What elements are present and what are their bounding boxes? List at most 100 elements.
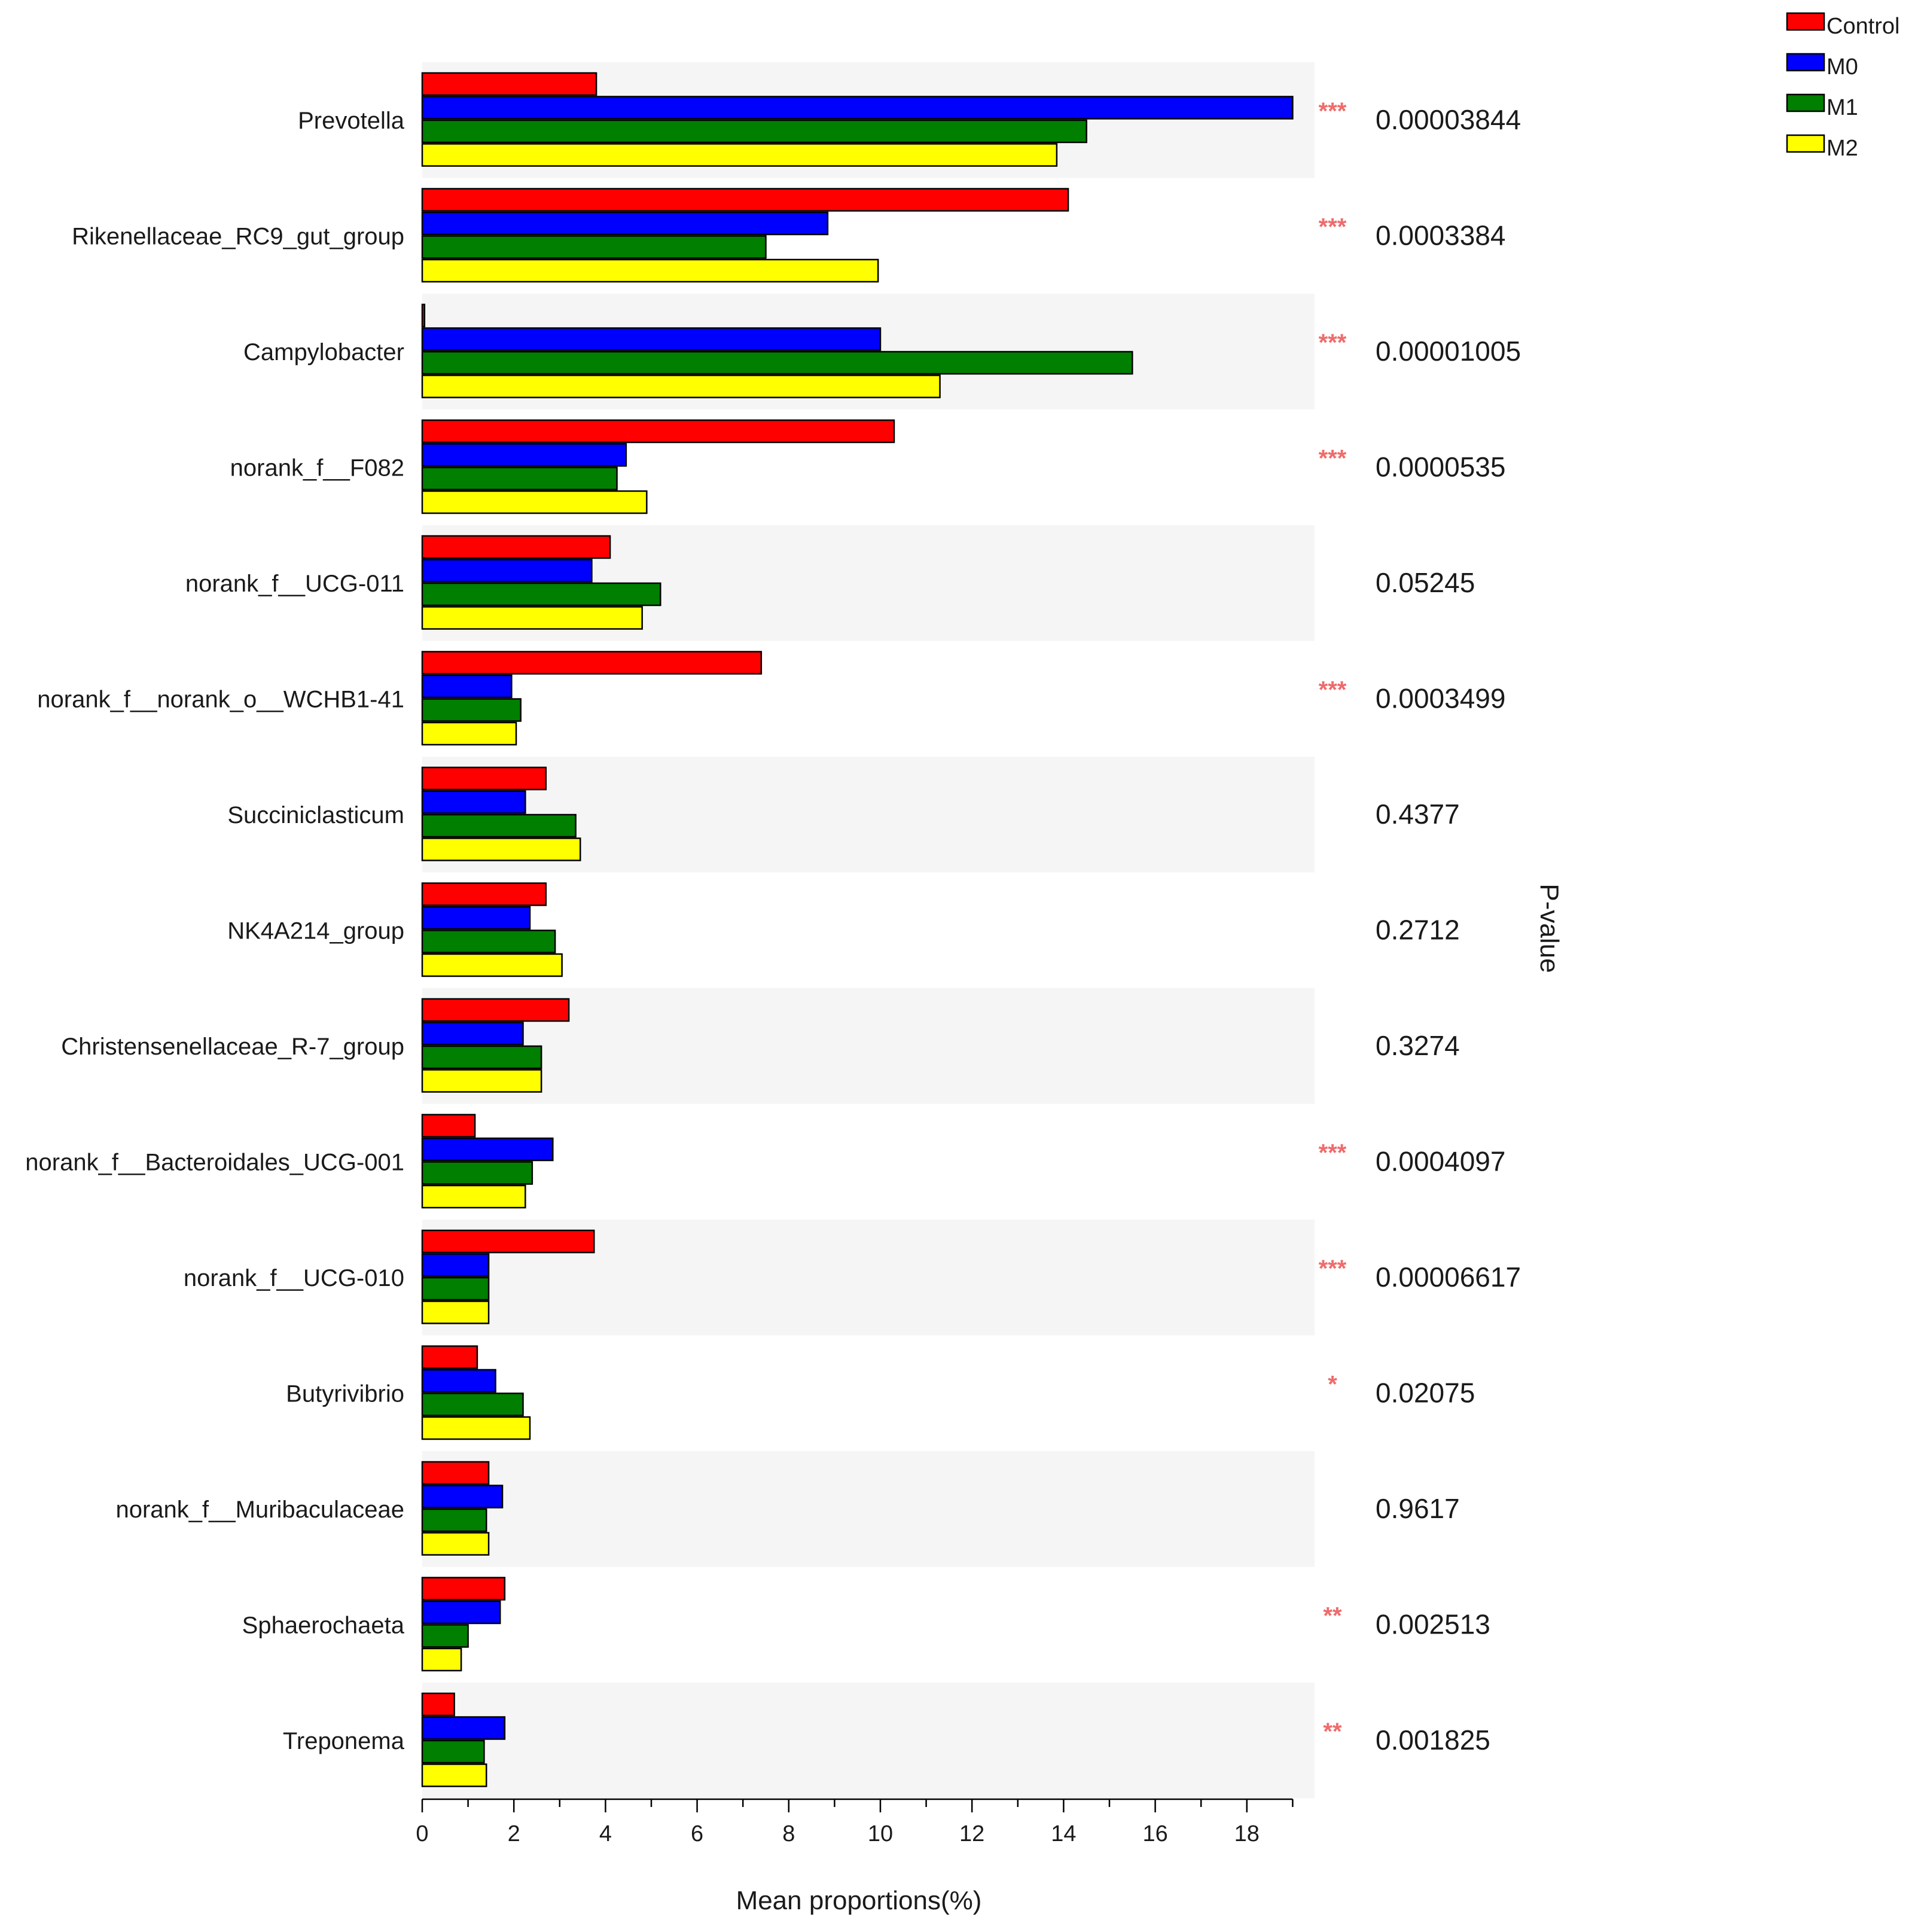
- p-value-label: 0.0003499: [1376, 682, 1505, 714]
- bar-m0: [421, 1600, 501, 1625]
- category-label: norank_f__norank_o__WCHB1-41: [37, 686, 404, 712]
- bar-m0: [421, 790, 526, 814]
- bar-m0: [421, 211, 829, 236]
- significance-stars: **: [1323, 1718, 1342, 1745]
- p-value-axis-title: P-value: [1535, 883, 1564, 973]
- bar-control: [421, 535, 611, 559]
- bar-m2: [421, 143, 1058, 167]
- bar-m2: [421, 837, 581, 861]
- significance-stars: ***: [1319, 214, 1347, 240]
- bar-m2: [421, 953, 563, 977]
- bar-m2: [421, 1763, 487, 1787]
- p-value-label: 0.4377: [1376, 799, 1460, 830]
- bar-m1: [421, 930, 556, 953]
- p-value-label: 0.00001005: [1376, 336, 1521, 367]
- bar-m1: [421, 1508, 487, 1532]
- significance-markers: **************************: [1319, 98, 1347, 1745]
- bar-control: [421, 1114, 476, 1138]
- bar-m0: [421, 443, 627, 467]
- significance-stars: **: [1323, 1602, 1342, 1629]
- bar-m1: [421, 1392, 524, 1416]
- bar-m1: [421, 1624, 469, 1648]
- legend-swatch-m2: [1786, 134, 1825, 153]
- bar-control: [421, 419, 895, 443]
- p-value-label: 0.0003384: [1376, 220, 1505, 251]
- p-values: 0.00003844 0.0003384 0.00001005 0.0000535 0.…: [1376, 104, 1521, 1756]
- bars: [421, 72, 1294, 1787]
- bar-m1: [421, 1276, 490, 1301]
- bar-m0: [421, 96, 1294, 120]
- significance-stars: ***: [1319, 1139, 1347, 1166]
- bar-m2: [421, 1300, 490, 1324]
- p-value-label: 0.02075: [1376, 1377, 1475, 1408]
- bar-m1: [421, 235, 767, 259]
- bar-m2: [421, 490, 648, 514]
- bar-control: [421, 1577, 506, 1601]
- p-value-label: 0.00006617: [1376, 1261, 1521, 1293]
- bar-m1: [421, 351, 1133, 375]
- bar-m0: [421, 1022, 524, 1046]
- bar-m0: [421, 1485, 504, 1509]
- p-value-label: 0.3274: [1376, 1030, 1460, 1061]
- category-labels: Prevotella Rikenellaceae_RC9_gut_group Cam…: [25, 108, 404, 1754]
- category-label: norank_f__Muribaculaceae: [115, 1497, 404, 1523]
- x-tick-label: 10: [868, 1821, 893, 1846]
- bar-m0: [421, 327, 882, 351]
- bar-m1: [421, 698, 522, 722]
- bar-m2: [421, 606, 643, 630]
- bar-m2: [421, 1069, 542, 1093]
- p-value-label: 0.001825: [1376, 1724, 1490, 1756]
- bar-m1: [421, 813, 577, 838]
- x-tick-label: 16: [1142, 1821, 1167, 1846]
- bar-m0: [421, 559, 593, 583]
- bar-control: [421, 882, 547, 906]
- bar-m2: [421, 721, 517, 746]
- category-label: Treponema: [283, 1728, 405, 1754]
- bar-m1: [421, 1161, 533, 1185]
- x-tick-label: 18: [1234, 1821, 1260, 1846]
- p-value-label: 0.00003844: [1376, 104, 1521, 135]
- p-value-label: 0.05245: [1376, 567, 1475, 598]
- bar-m2: [421, 1532, 490, 1556]
- bar-m0: [421, 1716, 506, 1740]
- bar-control: [421, 1229, 595, 1254]
- significance-stars: ***: [1319, 1256, 1347, 1282]
- significance-stars: ***: [1319, 98, 1347, 124]
- category-label: Butyrivibrio: [286, 1381, 404, 1407]
- category-label: norank_f__F082: [230, 455, 404, 481]
- p-value-label: 0.0000535: [1376, 451, 1505, 482]
- bar-m2: [421, 1647, 462, 1672]
- bar-control: [421, 998, 570, 1022]
- category-label: Campylobacter: [243, 339, 404, 365]
- legend-label-control: Control: [1827, 14, 1900, 39]
- legend-swatch-m0: [1786, 53, 1825, 72]
- legend-label-m0: M0: [1827, 54, 1858, 80]
- bar-m0: [421, 1253, 490, 1277]
- legend-label-m2: M2: [1827, 136, 1858, 161]
- x-tick-label: 14: [1051, 1821, 1076, 1846]
- legend-swatch-control: [1786, 12, 1825, 31]
- x-tick-label: 4: [599, 1821, 612, 1846]
- p-value-label: 0.9617: [1376, 1493, 1460, 1524]
- bar-m1: [421, 1045, 542, 1069]
- bar-control: [421, 651, 763, 675]
- significance-stars: *: [1328, 1371, 1337, 1397]
- bar-m1: [421, 582, 661, 607]
- p-value-label: 0.0004097: [1376, 1145, 1505, 1177]
- p-value-label: 0.002513: [1376, 1608, 1490, 1640]
- bar-m2: [421, 1416, 531, 1440]
- bar-control: [421, 188, 1069, 212]
- category-label: norank_f__UCG-011: [185, 571, 404, 597]
- significance-stars: ***: [1319, 445, 1347, 471]
- legend-label-m1: M1: [1827, 95, 1858, 120]
- x-axis-title: Mean proportions(%): [736, 1886, 982, 1915]
- bar-m2: [421, 258, 879, 283]
- category-label: Christensenellaceae_R-7_group: [61, 1034, 404, 1060]
- bar-m0: [421, 674, 513, 699]
- bar-control: [421, 303, 426, 328]
- bar-m0: [421, 906, 531, 930]
- category-label: NK4A214_group: [227, 918, 404, 944]
- row-stripe: [422, 1683, 1315, 1799]
- legend-swatch-m1: [1786, 93, 1825, 112]
